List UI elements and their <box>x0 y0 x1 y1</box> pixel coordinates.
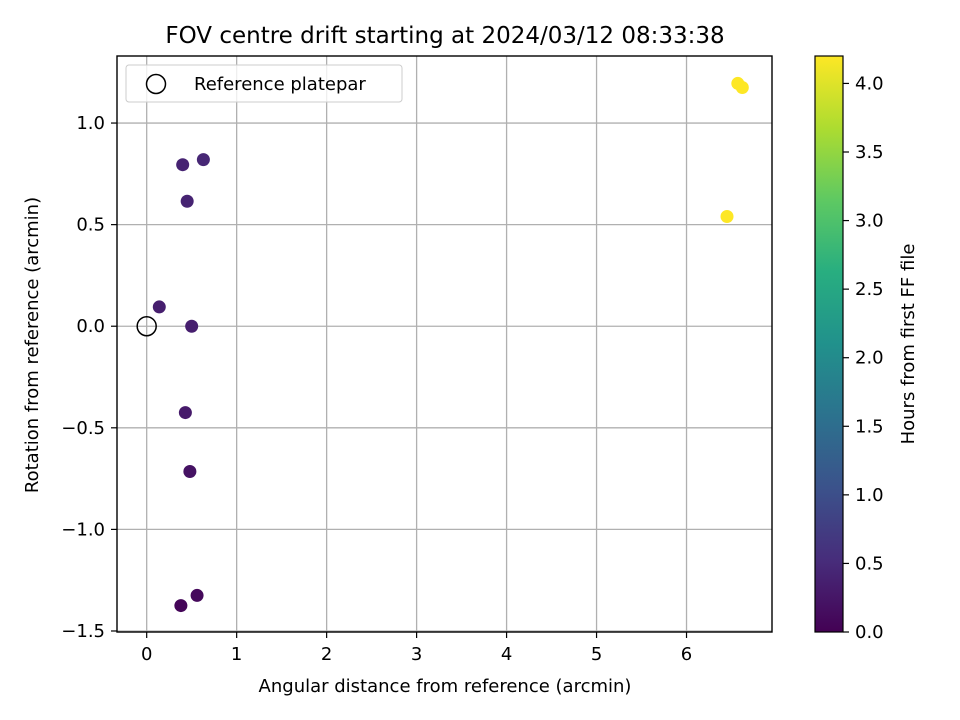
x-tick-label: 4 <box>501 644 512 665</box>
data-point <box>190 588 204 602</box>
legend: Reference platepar <box>125 64 403 103</box>
colorbar-tick-label: 0.0 <box>855 622 884 643</box>
data-point <box>720 210 734 224</box>
data-point <box>196 153 210 167</box>
x-axis-ticks: 0 1 2 3 4 5 6 <box>141 632 692 665</box>
y-tick-label: −1.5 <box>61 621 105 642</box>
colorbar-tick-label: 3.5 <box>855 142 884 163</box>
x-tick-label: 0 <box>141 644 152 665</box>
x-tick-label: 5 <box>591 644 602 665</box>
colorbar-tick-label: 1.0 <box>855 485 884 506</box>
data-point <box>178 406 192 420</box>
y-axis-ticks: −1.5 −1.0 −0.5 0.0 0.5 1.0 <box>61 113 117 642</box>
y-tick-label: −0.5 <box>61 418 105 439</box>
data-point <box>176 158 190 172</box>
legend-label: Reference platepar <box>194 74 366 95</box>
data-point <box>183 464 197 478</box>
colorbar-tick-label: 2.5 <box>855 279 884 300</box>
grid-lines <box>117 56 772 632</box>
colorbar-label: Hours from first FF file <box>898 244 919 445</box>
reference-platepar-marker <box>136 315 157 337</box>
y-tick-label: 1.0 <box>76 113 105 134</box>
colorbar-tick-label: 4.0 <box>855 73 884 94</box>
colorbar-tick-label: 2.0 <box>855 348 884 369</box>
y-tick-label: −1.0 <box>61 519 105 540</box>
x-tick-label: 6 <box>681 644 692 665</box>
data-point <box>185 319 199 333</box>
legend-marker-icon <box>145 73 167 95</box>
colorbar-tick-label: 0.5 <box>855 553 884 574</box>
x-tick-label: 1 <box>231 644 242 665</box>
data-point <box>152 300 166 314</box>
x-tick-label: 3 <box>411 644 422 665</box>
colorbar-ticks: 0.0 0.5 1.0 1.5 2.0 2.5 3.0 3.5 4.0 <box>843 73 884 643</box>
data-point <box>180 194 194 208</box>
y-tick-label: 0.5 <box>76 215 105 236</box>
colorbar: 0.0 0.5 1.0 1.5 2.0 2.5 3.0 3.5 4.0 Hours from f… <box>814 55 919 643</box>
data-points <box>136 76 749 613</box>
colorbar-tick-label: 3.0 <box>855 211 884 232</box>
data-point <box>174 599 188 613</box>
data-point <box>735 80 749 94</box>
x-tick-label: 2 <box>321 644 332 665</box>
plot-frame <box>116 55 773 633</box>
y-tick-label: 0.0 <box>76 316 105 337</box>
chart-title: FOV centre drift starting at 2024/03/12 … <box>165 23 724 49</box>
colorbar-tick-label: 1.5 <box>855 416 884 437</box>
x-axis-label: Angular distance from reference (arcmin) <box>259 676 632 697</box>
legend-box <box>125 64 403 103</box>
colorbar-gradient <box>814 55 844 633</box>
y-axis-label: Rotation from reference (arcmin) <box>22 197 43 493</box>
